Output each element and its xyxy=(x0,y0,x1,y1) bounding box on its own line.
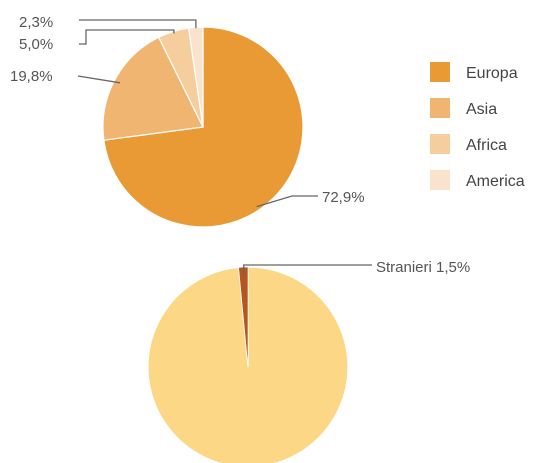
legend-swatch-asia xyxy=(430,98,450,118)
leader-line-africa xyxy=(79,29,175,45)
slice-label-stranieri: Stranieri 1,5% xyxy=(376,259,470,276)
leader-line-america xyxy=(79,19,197,29)
legend-label-europa: Europa xyxy=(466,65,518,82)
slice-label-europa: 72,9% xyxy=(322,189,365,206)
legend-label-america: America xyxy=(466,173,525,190)
legend-label-africa: Africa xyxy=(466,137,507,154)
slice-label-america: 2,3% xyxy=(19,14,53,31)
pie-chart-continents-labels: 72,9% 19,8% 5,0% 2,3% xyxy=(10,14,365,208)
pie-chart-continents xyxy=(102,26,304,228)
legend: Europa Asia Africa America xyxy=(430,62,525,190)
slice-label-africa: 5,0% xyxy=(19,36,53,53)
legend-swatch-america xyxy=(430,170,450,190)
legend-swatch-europa xyxy=(430,62,450,82)
leader-line-stranieri xyxy=(243,264,372,276)
slice-italiani xyxy=(147,266,349,463)
leader-line-asia xyxy=(77,75,121,84)
legend-swatch-africa xyxy=(430,134,450,154)
slice-asia xyxy=(102,36,204,141)
slice-label-asia: 19,8% xyxy=(10,68,53,85)
pie-chart-stranieri xyxy=(147,264,372,463)
legend-label-asia: Asia xyxy=(466,101,497,118)
leader-line-europa xyxy=(256,195,318,208)
